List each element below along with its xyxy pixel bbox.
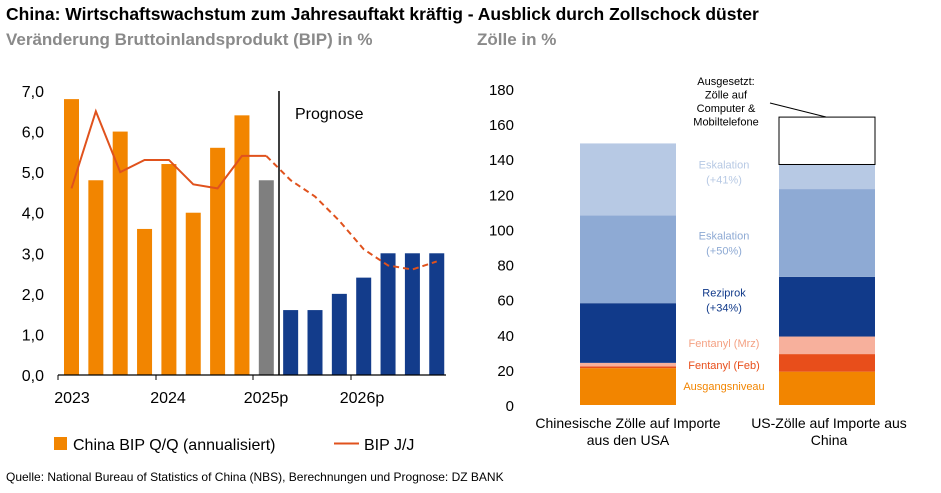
y-tick-label: 80 xyxy=(497,258,514,275)
tariff-segment-label: (+34%) xyxy=(706,303,742,315)
suspended-label: Zölle auf xyxy=(705,90,748,102)
gdp-bar xyxy=(210,147,226,375)
page-title: China: Wirtschaftswachstum zum Jahresauf… xyxy=(6,4,759,24)
tariff-stack-segment xyxy=(580,368,676,405)
gdp-bar xyxy=(258,180,274,375)
left-chart-subtitle: Veränderung Bruttoinlandsprodukt (BIP) i… xyxy=(6,30,373,49)
category-label: aus den USA xyxy=(587,432,670,448)
legend-label-line: BIP J/J xyxy=(364,437,414,454)
tariff-segment-label: Fentanyl (Mrz) xyxy=(689,338,760,350)
tariff-chart: 0 20 40 60 80 100 120 140 160 180 Ausgangsniveau Fe… xyxy=(489,76,907,448)
y-tick-label: 4,0 xyxy=(22,206,44,223)
gdp-bar xyxy=(380,253,396,375)
gdp-yoy-line-actual xyxy=(70,108,267,190)
tariff-stack-segment xyxy=(580,362,676,367)
y-tick-label: 0 xyxy=(506,398,514,415)
tariff-stack-segment xyxy=(779,164,875,190)
gdp-bar xyxy=(137,228,153,375)
y-tick-label: 6,0 xyxy=(22,125,44,142)
gdp-bar xyxy=(234,115,250,375)
x-tick-label: 2026p xyxy=(340,390,385,407)
legend-swatch-bars xyxy=(54,437,67,450)
y-tick-label: 20 xyxy=(497,363,514,380)
gdp-bar xyxy=(185,212,201,375)
y-tick-label: 60 xyxy=(497,293,514,310)
gdp-chart: 0,0 1,0 2,0 3,0 4,0 5,0 6,0 7,0 Prognose 2023 2024… xyxy=(22,84,446,454)
y-tick-label: 180 xyxy=(489,82,514,99)
tariff-stack-segment xyxy=(580,215,676,304)
gdp-bar xyxy=(307,310,323,375)
x-tick-label: 2025p xyxy=(244,390,289,407)
tariff-stack-segment xyxy=(779,336,875,355)
x-tick-label: 2024 xyxy=(150,390,186,407)
y-tick-label: 2,0 xyxy=(22,287,44,304)
gdp-bar xyxy=(356,277,372,375)
gdp-bar xyxy=(161,164,177,375)
gdp-yoy-line-forecast xyxy=(265,155,438,271)
gdp-bar xyxy=(112,131,128,375)
forecast-annotation: Prognose xyxy=(295,106,364,123)
tariff-stack-segment xyxy=(580,366,676,369)
category-label: Chinesische Zölle auf Importe xyxy=(535,415,720,431)
tariff-stack-segment xyxy=(580,143,676,216)
gdp-bar xyxy=(331,293,347,375)
tariff-segment-label: Ausgangsniveau xyxy=(683,381,764,393)
suspended-label: Ausgesetzt: xyxy=(697,76,754,88)
y-tick-label: 7,0 xyxy=(22,84,44,101)
right-chart-subtitle: Zölle in % xyxy=(477,30,557,49)
tariff-stack-segment xyxy=(779,189,875,277)
gdp-bar xyxy=(404,253,420,375)
tariff-stack-segment xyxy=(779,276,875,337)
suspended-leader-line xyxy=(769,102,827,118)
gdp-bar xyxy=(429,253,445,375)
gdp-bar xyxy=(88,180,104,375)
category-label: US-Zölle auf Importe aus xyxy=(751,415,907,431)
y-tick-label: 0,0 xyxy=(22,368,44,385)
y-tick-label: 140 xyxy=(489,152,514,169)
tariff-segment-label: Fentanyl (Feb) xyxy=(688,360,760,372)
y-tick-label: 1,0 xyxy=(22,327,44,344)
y-tick-label: 40 xyxy=(497,328,514,345)
gdp-bar xyxy=(64,99,79,375)
y-tick-label: 160 xyxy=(489,117,514,134)
y-tick-label: 5,0 xyxy=(22,165,44,182)
tariff-stack-segment xyxy=(779,354,875,372)
tariff-segment-label: Eskalation xyxy=(699,231,750,243)
legend-label-bars: China BIP Q/Q (annualisiert) xyxy=(73,437,275,454)
tariff-stack-segment xyxy=(779,371,875,405)
tariff-stack-segment xyxy=(580,303,676,363)
y-tick-label: 3,0 xyxy=(22,246,44,263)
y-tick-label: 120 xyxy=(489,187,514,204)
suspended-label: Mobiltelefone xyxy=(693,117,758,129)
tariff-segment-label: Eskalation xyxy=(699,160,750,172)
tariff-segment-label: (+50%) xyxy=(706,246,742,258)
suspended-label: Computer & xyxy=(697,103,756,115)
suspended-tariff-segment xyxy=(778,116,876,165)
gdp-bar xyxy=(283,310,299,375)
source-note: Quelle: National Bureau of Statistics of… xyxy=(6,470,504,484)
category-label: China xyxy=(811,432,848,448)
tariff-segment-label: Reziprok xyxy=(702,288,746,300)
tariff-segment-label: (+41%) xyxy=(706,175,742,187)
x-tick-label: 2023 xyxy=(54,390,90,407)
y-tick-label: 100 xyxy=(489,222,514,239)
